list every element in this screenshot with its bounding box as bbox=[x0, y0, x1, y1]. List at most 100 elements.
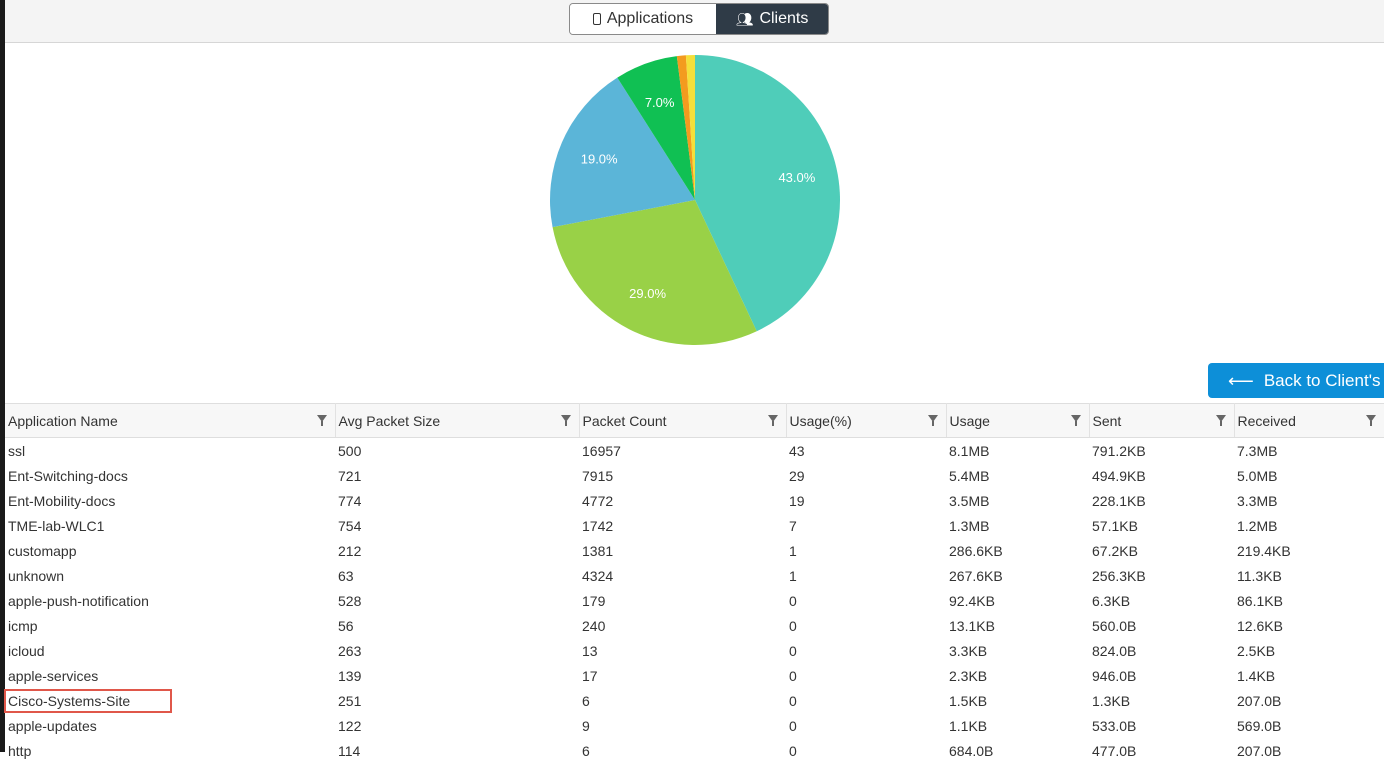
cell-value: 0 bbox=[789, 743, 797, 759]
cell-value: 1.1KB bbox=[949, 718, 987, 734]
filter-icon[interactable] bbox=[768, 415, 778, 422]
cell-value: 494.9KB bbox=[1092, 468, 1146, 484]
cell-value: 122 bbox=[338, 718, 361, 734]
cell-value: 791.2KB bbox=[1092, 443, 1146, 459]
table-cell: 2.3KB bbox=[946, 663, 1089, 688]
back-to-clients-button[interactable]: ⟵ Back to Client's bbox=[1208, 363, 1384, 398]
cell-value: 0 bbox=[789, 643, 797, 659]
table-cell: 263 bbox=[335, 638, 579, 663]
column-header[interactable]: Sent bbox=[1089, 404, 1234, 438]
table-cell: 207.0B bbox=[1234, 738, 1384, 763]
filter-icon[interactable] bbox=[1366, 415, 1376, 422]
cell-value: 0 bbox=[789, 618, 797, 634]
table-cell: 4324 bbox=[579, 563, 786, 588]
table-cell: 13 bbox=[579, 638, 786, 663]
table-cell: 92.4KB bbox=[946, 588, 1089, 613]
cell-value: 1 bbox=[789, 568, 797, 584]
cell-value: 774 bbox=[338, 493, 361, 509]
table-cell: 7 bbox=[786, 513, 946, 538]
table-cell: 824.0B bbox=[1089, 638, 1234, 663]
filter-icon[interactable] bbox=[561, 415, 571, 422]
table-cell: Cisco-Systems-Site bbox=[5, 688, 335, 713]
column-header[interactable]: Packet Count bbox=[579, 404, 786, 438]
table-cell: 0 bbox=[786, 613, 946, 638]
cell-value: 4772 bbox=[582, 493, 613, 509]
pie-slice-label: 7.0% bbox=[645, 95, 675, 110]
column-header[interactable]: Usage(%) bbox=[786, 404, 946, 438]
cell-value: 6 bbox=[582, 743, 590, 759]
table-cell: Ent-Switching-docs bbox=[5, 463, 335, 488]
cell-value: 11.3KB bbox=[1237, 568, 1282, 584]
table-cell: 3.3MB bbox=[1234, 488, 1384, 513]
column-header[interactable]: Application Name bbox=[5, 404, 335, 438]
tab-clients[interactable]: 👥︎ Clients bbox=[716, 4, 828, 34]
column-header-label: Avg Packet Size bbox=[339, 413, 441, 429]
cell-value: 29 bbox=[789, 468, 805, 484]
table-cell: 240 bbox=[579, 613, 786, 638]
cell-value: 0 bbox=[789, 593, 797, 609]
column-header-label: Sent bbox=[1093, 413, 1122, 429]
filter-icon[interactable] bbox=[1071, 415, 1081, 422]
cell-value: 1 bbox=[789, 543, 797, 559]
application-name: unknown bbox=[8, 568, 64, 584]
table-cell: 684.0B bbox=[946, 738, 1089, 763]
table-cell: 533.0B bbox=[1089, 713, 1234, 738]
table-cell: 528 bbox=[335, 588, 579, 613]
cell-value: 6 bbox=[582, 693, 590, 709]
cell-value: 256.3KB bbox=[1092, 568, 1146, 584]
filter-icon[interactable] bbox=[1216, 415, 1226, 422]
table-cell: 122 bbox=[335, 713, 579, 738]
column-header[interactable]: Avg Packet Size bbox=[335, 404, 579, 438]
table-cell: 0 bbox=[786, 688, 946, 713]
cell-value: 63 bbox=[338, 568, 354, 584]
cell-value: 286.6KB bbox=[949, 543, 1003, 559]
table-cell: 5.0MB bbox=[1234, 463, 1384, 488]
table-cell: 11.3KB bbox=[1234, 563, 1384, 588]
filter-icon[interactable] bbox=[928, 415, 938, 422]
cell-value: 7 bbox=[789, 518, 797, 534]
table-cell: 219.4KB bbox=[1234, 538, 1384, 563]
table-cell: 67.2KB bbox=[1089, 538, 1234, 563]
cell-value: 1.3KB bbox=[1092, 693, 1130, 709]
column-header-label: Application Name bbox=[8, 413, 118, 429]
filter-icon[interactable] bbox=[317, 415, 327, 422]
column-header[interactable]: Usage bbox=[946, 404, 1089, 438]
cell-value: 721 bbox=[338, 468, 361, 484]
table-cell: 5.4MB bbox=[946, 463, 1089, 488]
cell-value: 500 bbox=[338, 443, 361, 459]
cell-value: 1742 bbox=[582, 518, 613, 534]
cell-value: 86.1KB bbox=[1237, 593, 1283, 609]
mobile-phone-icon bbox=[593, 13, 601, 25]
cell-value: 114 bbox=[338, 743, 360, 759]
table-cell: 8.1MB bbox=[946, 438, 1089, 464]
table-cell: 1742 bbox=[579, 513, 786, 538]
cell-value: 560.0B bbox=[1092, 618, 1136, 634]
usage-pie-chart: 43.0%29.0%19.0%7.0% bbox=[545, 52, 845, 352]
cell-value: 19 bbox=[789, 493, 805, 509]
application-name: icmp bbox=[8, 618, 38, 634]
table-cell: 0 bbox=[786, 663, 946, 688]
column-header[interactable]: Received bbox=[1234, 404, 1384, 438]
table-cell: 6 bbox=[579, 738, 786, 763]
pie-slice-label: 29.0% bbox=[629, 286, 666, 301]
table-cell: 6 bbox=[579, 688, 786, 713]
tab-applications[interactable]: Applications bbox=[570, 4, 716, 34]
cell-value: 4324 bbox=[582, 568, 613, 584]
applications-table: Application Name Avg Packet Size Packet Co… bbox=[5, 403, 1384, 763]
tab-applications-label: Applications bbox=[607, 10, 693, 28]
cell-value: 5.4MB bbox=[949, 468, 989, 484]
